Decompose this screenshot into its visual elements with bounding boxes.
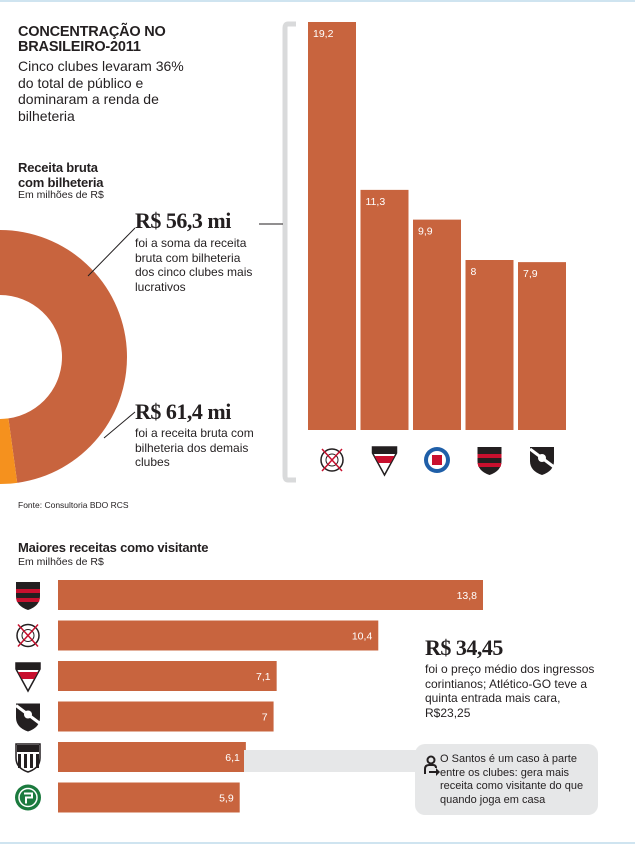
others-value: R$ 61,4 mi: [135, 399, 231, 424]
corinthians-logo: [320, 448, 344, 472]
horizontal-bar-label: 6,1: [225, 752, 240, 764]
person-arrow-icon: [424, 755, 440, 776]
donut-leader-top: [87, 227, 136, 277]
donut-slice: [0, 418, 18, 484]
horizontal-bar: [58, 661, 277, 691]
corinthians-logo: [16, 623, 40, 648]
sao-paulo-logo: [371, 446, 398, 477]
santos-logo: [15, 743, 41, 773]
bahia-logo: [424, 447, 450, 473]
vertical-bar-label: 11,3: [366, 196, 386, 208]
horizontal-bar-label: 13,8: [457, 590, 478, 602]
vertical-bar-label: 8: [471, 266, 477, 278]
top5-value: R$ 56,3 mi: [135, 208, 231, 233]
club-logos: [15, 446, 555, 811]
vertical-bar: [413, 219, 461, 430]
donut-chart: [0, 230, 127, 484]
flamengo-logo: [16, 582, 40, 610]
santos-highlight-strip: [244, 750, 416, 772]
horizontal-bar-label: 7: [262, 712, 268, 724]
donut-slice: [0, 230, 127, 483]
vertical-bar: [465, 260, 514, 430]
vasco-logo: [15, 703, 41, 732]
sao-paulo-logo: [15, 662, 41, 693]
vertical-bar-label: 19,2: [313, 28, 334, 40]
ticket-price-value: R$ 34,45: [425, 635, 503, 660]
bottom-divider: [0, 842, 635, 844]
revenue-unit: Em milhões de R$: [18, 189, 104, 201]
away-unit: Em milhões de R$: [18, 556, 104, 568]
vertical-bar: [308, 22, 356, 430]
revenue-title-line1: Receita bruta: [18, 160, 98, 175]
horizontal-bar-label: 5,9: [219, 793, 234, 805]
horizontal-bar-label: 7,1: [256, 671, 271, 683]
horizontal-bar: [58, 782, 240, 813]
page-title: CONCENTRAÇÃO NO BRASILEIRO-2011: [18, 24, 166, 55]
top5-text: foi a soma da receita bruta com bilheter…: [135, 236, 253, 294]
vertical-bar-chart: 19,2 11,3 9,9 8 7,9: [300, 22, 580, 478]
vertical-bar-label: 7,9: [523, 268, 538, 280]
horizontal-bar: [58, 620, 379, 651]
horizontal-bar-chart: 13,8 10,4 7,1 7 6,1 5,9: [58, 580, 483, 813]
source-note: Fonte: Consultoria BDO RCS: [18, 500, 129, 510]
donut-leader-bottom: [103, 411, 136, 439]
santos-note-box: [415, 744, 598, 815]
ticket-price-text: foi o preço médio dos ingressos corintia…: [425, 662, 595, 720]
horizontal-bar: [58, 701, 274, 732]
vasco-logo: [529, 447, 555, 475]
away-title: Maiores receitas como visitante: [18, 540, 209, 555]
vertical-bar: [518, 262, 566, 430]
others-text: foi a receita bruta com bilheteria dos d…: [135, 426, 254, 469]
flamengo-logo: [477, 447, 502, 475]
horizontal-bar-label: 10,4: [352, 631, 373, 643]
santos-note-text: O Santos é um caso à parte entre os club…: [440, 753, 584, 806]
revenue-title-line2: com bilheteria: [18, 175, 104, 190]
horizontal-bar: [58, 742, 246, 772]
bracket: [282, 21, 296, 483]
horizontal-bar: [58, 580, 483, 610]
top-divider: [0, 0, 635, 2]
page-subtitle: Cinco clubes levaram 36% do total de púb…: [18, 58, 184, 124]
vertical-bar-label: 9,9: [418, 226, 433, 238]
palmeiras-logo: [15, 784, 41, 811]
vertical-bar: [360, 189, 409, 430]
